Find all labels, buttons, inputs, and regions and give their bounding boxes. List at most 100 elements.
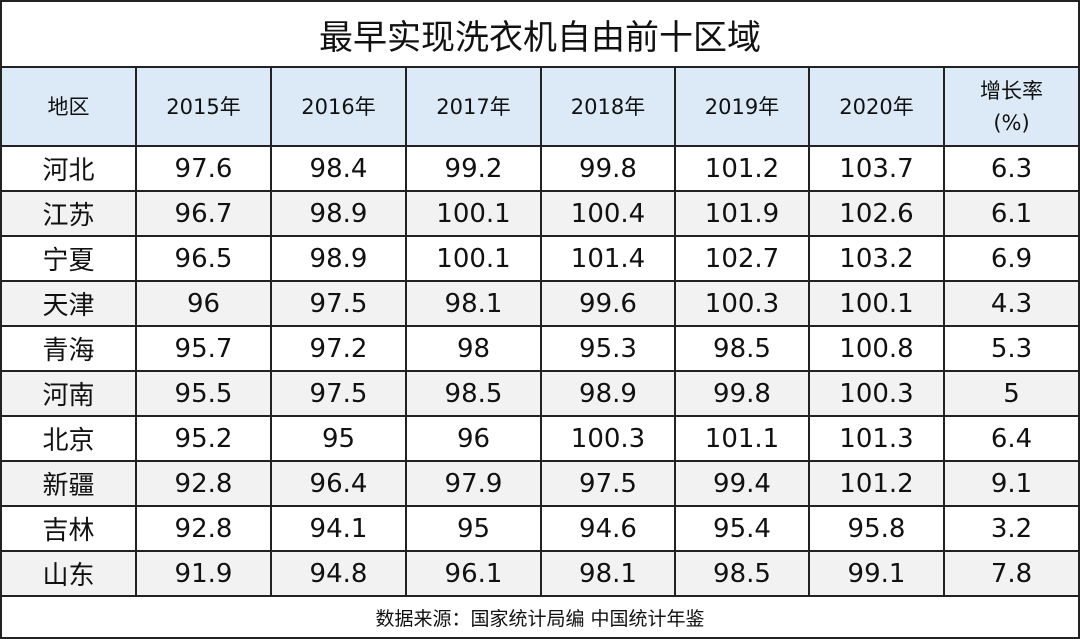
value-cell: 103.2 — [810, 237, 945, 280]
value-cell: 96 — [137, 282, 272, 325]
header-cell: 2016年 — [272, 68, 407, 145]
value-cell: 95.8 — [810, 507, 945, 550]
value-cell: 97.6 — [137, 147, 272, 190]
value-cell: 99.8 — [542, 147, 676, 190]
value-cell: 7.8 — [990, 558, 1033, 589]
value-cell: 3.2 — [990, 513, 1033, 544]
value-cell: 100.1 — [810, 282, 945, 325]
value-cell: 102.7 — [676, 237, 810, 280]
data-row: 青海 95.7 97.2 98 95.3 98.5 100.8 5.3 — [2, 327, 1078, 372]
value-cell: 98.4 — [272, 147, 407, 190]
data-row: 吉林 92.8 94.1 95 94.6 95.4 95.8 3.2 — [2, 507, 1078, 552]
value-cell: 102.6 — [810, 192, 945, 235]
value-cell: 101.3 — [810, 417, 945, 460]
data-row: 山东 91.9 94.8 96.1 98.1 98.5 99.1 7.8 — [2, 552, 1078, 597]
header-line: 增长率 — [980, 78, 1043, 103]
value-cell: 95.2 — [137, 417, 272, 460]
value-cell: 98.5 — [407, 372, 542, 415]
value-cell: 99.6 — [542, 282, 676, 325]
data-row: 河南 95.5 97.5 98.5 98.9 99.8 100.3 5 — [2, 372, 1078, 417]
header-cell: 2020年 — [810, 68, 945, 145]
value-cell: 97.2 — [272, 327, 407, 370]
value-cell: 6.3 — [990, 153, 1033, 184]
data-row: 河北 97.6 98.4 99.2 99.8 101.2 103.7 6.3 — [2, 147, 1078, 192]
region-cell: 山东 — [2, 552, 137, 595]
header-row: 地区 2015年 2016年 2017年 2018年 2019年 2020年 增长率 (%) — [2, 68, 1078, 147]
value-cell: 100.4 — [542, 192, 676, 235]
header-cell: 地区 — [2, 68, 137, 145]
value-cell: 92.8 — [137, 462, 272, 505]
region-cell: 河北 — [2, 147, 137, 190]
value-cell: 100.3 — [542, 417, 676, 460]
value-cell: 100.3 — [810, 372, 945, 415]
value-cell: 101.2 — [676, 147, 810, 190]
region-cell: 北京 — [2, 417, 137, 460]
value-cell: 100.1 — [407, 237, 542, 280]
table-title: 最早实现洗衣机自由前十区域 — [2, 2, 1078, 68]
value-cell: 94.8 — [272, 552, 407, 595]
value-cell: 99.1 — [810, 552, 945, 595]
value-cell: 96.1 — [407, 552, 542, 595]
value-cell: 101.9 — [676, 192, 810, 235]
value-cell: 6.4 — [990, 423, 1033, 454]
value-cell: 98.1 — [407, 282, 542, 325]
value-cell: 97.5 — [272, 282, 407, 325]
value-cell: 99.4 — [676, 462, 810, 505]
region-cell: 吉林 — [2, 507, 137, 550]
value-cell: 95.7 — [137, 327, 272, 370]
value-cell: 95 — [407, 507, 542, 550]
value-cell: 97.5 — [542, 462, 676, 505]
value-cell: 100.3 — [676, 282, 810, 325]
region-cell: 河南 — [2, 372, 137, 415]
value-cell: 100.8 — [810, 327, 945, 370]
value-cell: 6.1 — [990, 198, 1033, 229]
value-cell: 95.5 — [137, 372, 272, 415]
value-cell: 91.9 — [137, 552, 272, 595]
value-cell: 98.1 — [542, 552, 676, 595]
value-cell: 5 — [1003, 378, 1020, 409]
value-cell: 101.1 — [676, 417, 810, 460]
value-cell: 96.5 — [137, 237, 272, 280]
value-cell: 100.1 — [407, 192, 542, 235]
value-cell: 99.2 — [407, 147, 542, 190]
value-cell: 98.5 — [676, 327, 810, 370]
value-cell: 97.9 — [407, 462, 542, 505]
value-cell: 103.7 — [810, 147, 945, 190]
value-cell: 94.6 — [542, 507, 676, 550]
region-cell: 青海 — [2, 327, 137, 370]
data-row: 新疆 92.8 96.4 97.9 97.5 99.4 101.2 9.1 — [2, 462, 1078, 507]
header-cell: 增长率 (%) — [945, 68, 1078, 145]
value-cell: 95 — [272, 417, 407, 460]
header-cell: 2015年 — [137, 68, 272, 145]
value-cell: 96.4 — [272, 462, 407, 505]
header-line: (%) — [993, 110, 1030, 135]
data-row: 北京 95.2 95 96 100.3 101.1 101.3 6.4 — [2, 417, 1078, 462]
value-cell: 6.9 — [990, 243, 1033, 274]
region-cell: 江苏 — [2, 192, 137, 235]
value-cell: 99.8 — [676, 372, 810, 415]
value-cell: 98.9 — [542, 372, 676, 415]
value-cell: 98.9 — [272, 192, 407, 235]
region-cell: 新疆 — [2, 462, 137, 505]
value-cell: 101.2 — [810, 462, 945, 505]
header-cell: 2018年 — [542, 68, 676, 145]
value-cell: 94.1 — [272, 507, 407, 550]
value-cell: 98.5 — [676, 552, 810, 595]
data-row: 宁夏 96.5 98.9 100.1 101.4 102.7 103.2 6.9 — [2, 237, 1078, 282]
value-cell: 97.5 — [272, 372, 407, 415]
value-cell: 95.3 — [542, 327, 676, 370]
value-cell: 5.3 — [990, 333, 1033, 364]
value-cell: 95.4 — [676, 507, 810, 550]
data-row: 天津 96 97.5 98.1 99.6 100.3 100.1 4.3 — [2, 282, 1078, 327]
value-cell: 96.7 — [137, 192, 272, 235]
value-cell: 98 — [407, 327, 542, 370]
region-cell: 宁夏 — [2, 237, 137, 280]
data-row: 江苏 96.7 98.9 100.1 100.4 101.9 102.6 6.1 — [2, 192, 1078, 237]
value-cell: 9.1 — [990, 468, 1033, 499]
source-note: 数据来源：国家统计局编 中国统计年鉴 — [375, 607, 705, 630]
region-cell: 天津 — [2, 282, 137, 325]
value-cell: 96 — [407, 417, 542, 460]
value-cell: 101.4 — [542, 237, 676, 280]
header-cell: 2019年 — [676, 68, 810, 145]
